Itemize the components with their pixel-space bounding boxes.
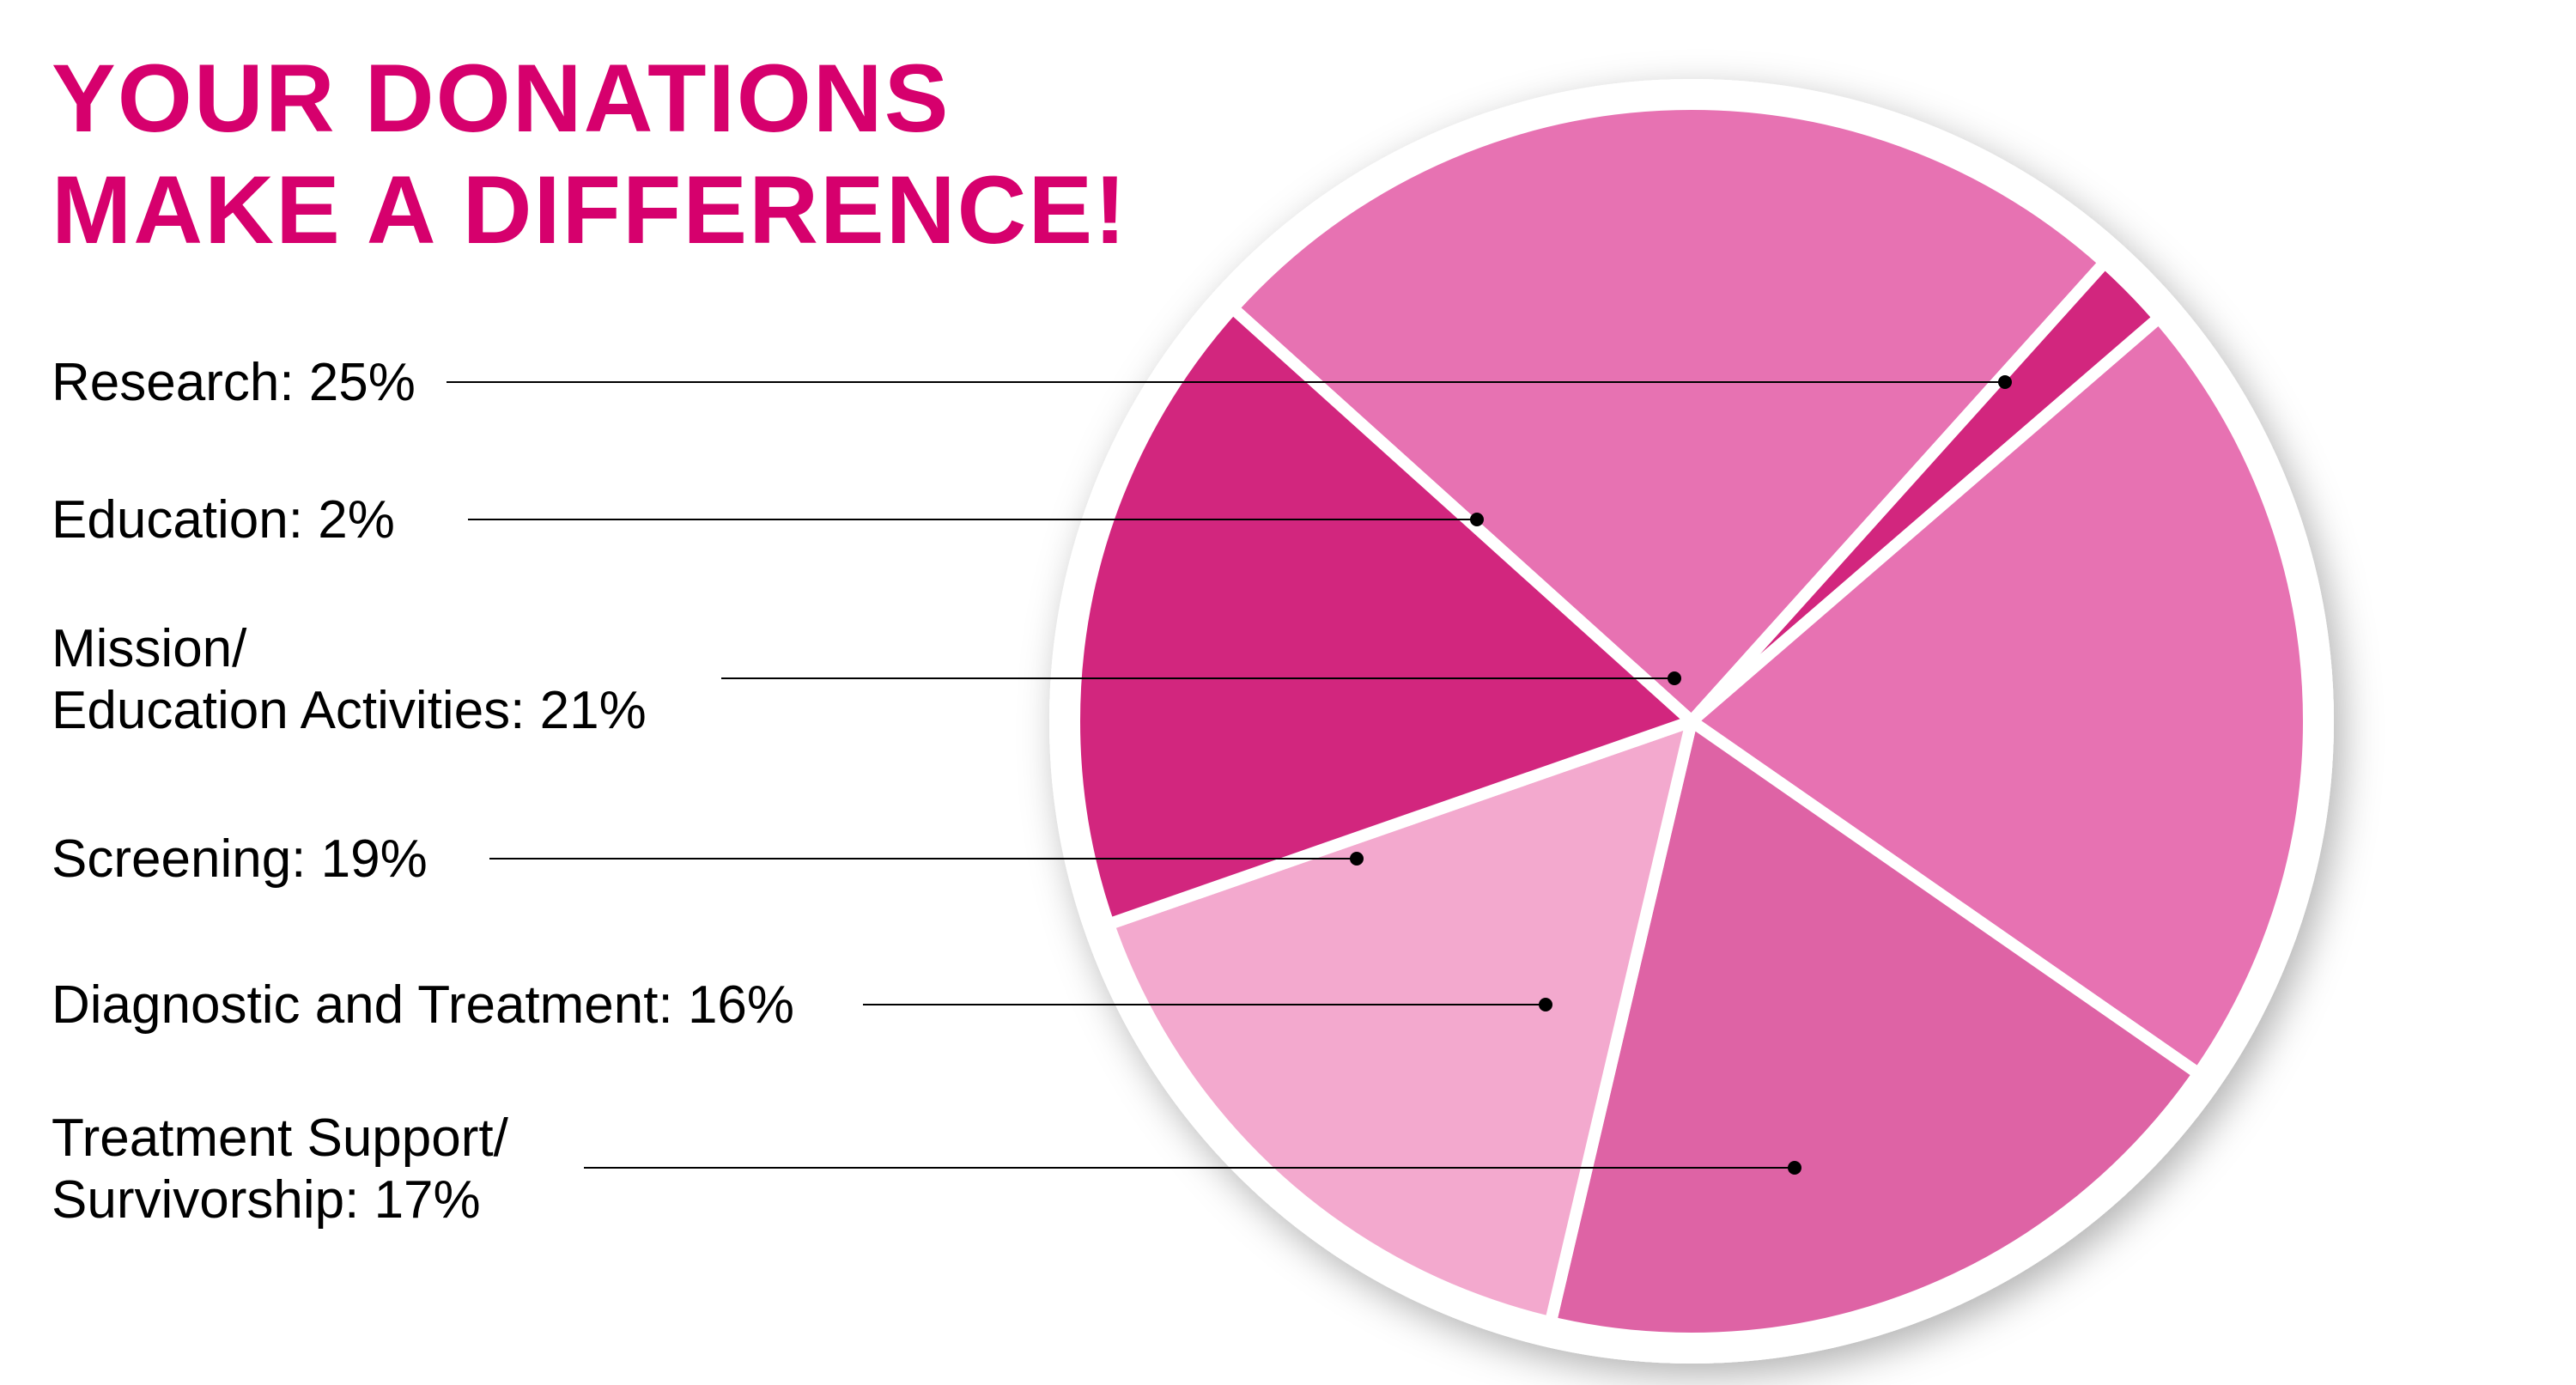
leader-dot-research <box>1998 375 2012 389</box>
leader-dot-mission <box>1668 671 1681 685</box>
label-screening: Screening: 19% <box>52 829 428 890</box>
pie-group <box>1049 79 2334 1364</box>
leader-dot-screening <box>1350 852 1364 866</box>
label-treatment: Treatment Support/ Survivorship: 17% <box>52 1108 508 1231</box>
label-diagnostic: Diagnostic and Treatment: 16% <box>52 975 794 1036</box>
label-education: Education: 2% <box>52 489 395 551</box>
leader-dot-diagnostic <box>1539 998 1552 1011</box>
label-research: Research: 25% <box>52 352 416 414</box>
donations-pie-chart: YOUR DONATIONS MAKE A DIFFERENCE! Resear… <box>0 0 2576 1385</box>
label-mission: Mission/ Education Activities: 21% <box>52 618 647 742</box>
leader-dot-education <box>1470 513 1484 526</box>
leader-dot-treatment <box>1788 1161 1801 1175</box>
